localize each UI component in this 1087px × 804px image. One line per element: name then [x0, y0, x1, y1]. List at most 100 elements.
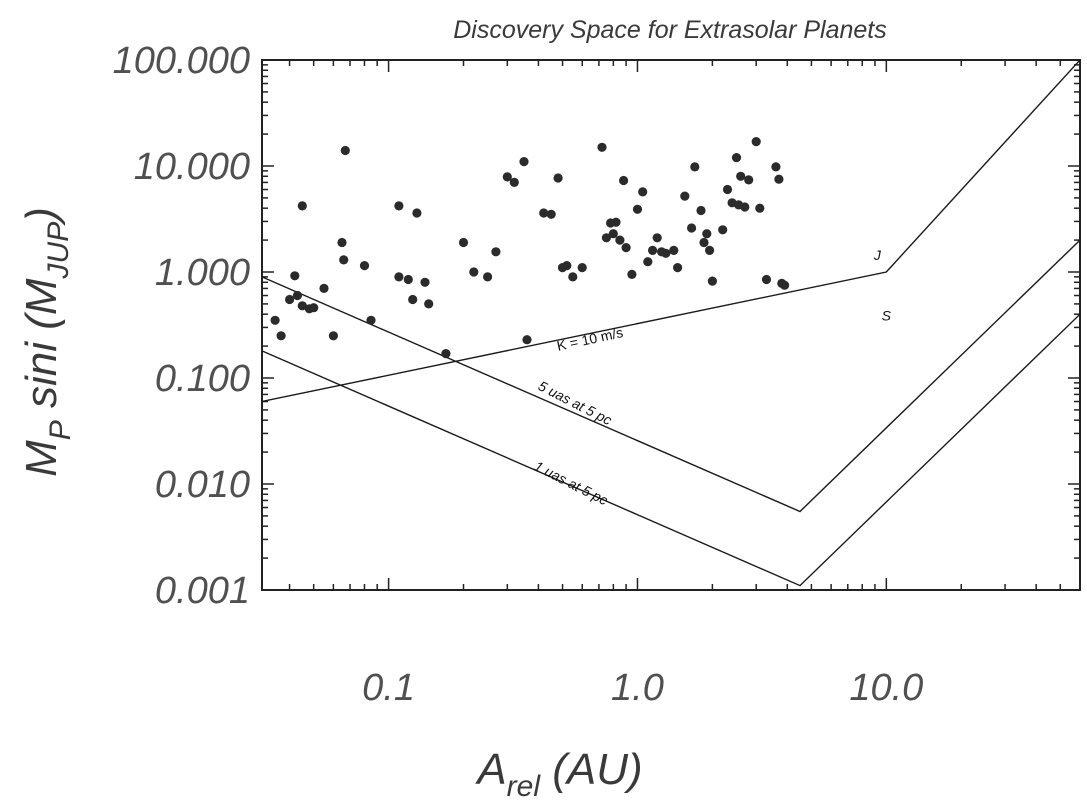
data-point: [627, 269, 637, 279]
data-point: [394, 272, 404, 282]
annotation-label: 1 uas at 5 pc: [532, 458, 611, 509]
x-tick-label: 1.0: [611, 667, 664, 709]
data-point: [761, 274, 772, 285]
y-tick-label: 0.001: [155, 570, 250, 612]
data-point: [270, 315, 280, 325]
data-point: [441, 349, 451, 359]
data-point: [297, 201, 307, 211]
data-point: [491, 247, 501, 257]
data-point: [420, 277, 430, 287]
data-point: [366, 315, 376, 325]
y-tick-label: 0.010: [155, 464, 250, 506]
data-point: [309, 303, 319, 313]
y-tick-label: 1.000: [155, 252, 250, 294]
y-axis-label: MP sini (MJUP): [17, 207, 77, 477]
data-point: [705, 245, 715, 255]
data-point: [285, 294, 295, 305]
data-point: [601, 233, 612, 243]
data-point: [621, 243, 631, 253]
data-point: [718, 225, 728, 235]
data-point: [755, 203, 765, 213]
data-point: [424, 299, 434, 309]
data-point: [519, 157, 529, 167]
data-point: [458, 237, 469, 248]
data-point: [740, 202, 750, 212]
data-point: [337, 237, 347, 248]
plot-frame: [261, 59, 1081, 591]
annotations: J S K = 10 m/s 5 uas at 5 pc 1 uas at 5 pc: [532, 247, 892, 508]
data-point: [744, 175, 754, 185]
annotation-label: K = 10 m/s: [555, 324, 624, 354]
data-point: [699, 237, 709, 248]
curve-2: [262, 313, 1080, 587]
plot-area: [261, 59, 1081, 591]
annotation-label: J: [873, 247, 882, 263]
data-point: [297, 301, 307, 311]
x-tick-label: 0.1: [362, 667, 415, 709]
data-point: [687, 223, 697, 233]
curve-0: [262, 60, 1080, 403]
curves: [262, 60, 1080, 587]
data-point: [328, 331, 338, 341]
data-point: [780, 280, 790, 290]
chart-title: Discovery Space for Extrasolar Planets: [453, 16, 887, 44]
data-point: [509, 177, 519, 187]
data-point: [546, 209, 556, 219]
data-point: [611, 217, 621, 227]
data-point: [290, 271, 300, 281]
data-points: [270, 137, 790, 359]
annotation-label: S: [882, 307, 892, 323]
data-point: [568, 272, 578, 282]
data-point: [707, 276, 718, 286]
data-point: [722, 184, 733, 195]
data-point: [736, 171, 746, 181]
data-point: [638, 187, 648, 197]
data-point: [751, 137, 761, 147]
data-point: [483, 272, 493, 282]
data-point: [562, 261, 572, 271]
data-point: [690, 162, 700, 172]
data-point: [673, 263, 683, 273]
data-point: [408, 294, 418, 305]
data-point: [771, 162, 781, 172]
data-point: [731, 153, 742, 163]
data-point: [502, 172, 512, 182]
data-point: [276, 331, 286, 341]
data-point: [661, 248, 671, 258]
curve-1: [262, 239, 1080, 513]
data-point: [652, 233, 662, 243]
data-point: [632, 204, 643, 214]
data-point: [648, 245, 658, 255]
data-point: [539, 208, 549, 218]
data-point: [669, 245, 679, 255]
data-point: [597, 142, 607, 152]
data-point: [403, 274, 413, 285]
data-point: [702, 229, 712, 239]
data-point: [522, 335, 532, 345]
data-point: [340, 145, 350, 156]
x-tick-label: 10.0: [849, 667, 923, 709]
data-point: [608, 229, 618, 239]
data-point: [394, 201, 404, 211]
data-point: [615, 235, 625, 245]
x-axis-label: Arel (AU): [474, 745, 642, 803]
data-point: [619, 175, 629, 186]
data-point: [292, 290, 302, 301]
annotation-label: 5 uas at 5 pc: [536, 377, 615, 428]
y-tick-label: 10.000: [134, 146, 250, 188]
x-axis-ticks: 0.1 1.0 10.0: [362, 667, 923, 709]
data-point: [577, 263, 587, 273]
y-tick-label: 100.000: [113, 40, 250, 82]
data-point: [696, 205, 706, 216]
data-point: [774, 174, 784, 184]
data-point: [359, 261, 370, 271]
data-point: [319, 283, 329, 293]
data-point: [680, 191, 690, 201]
y-tick-label: 0.100: [155, 358, 250, 400]
data-point: [412, 208, 422, 218]
data-point: [469, 267, 479, 277]
data-point: [339, 255, 349, 265]
data-point: [643, 257, 653, 267]
data-point: [553, 173, 563, 183]
